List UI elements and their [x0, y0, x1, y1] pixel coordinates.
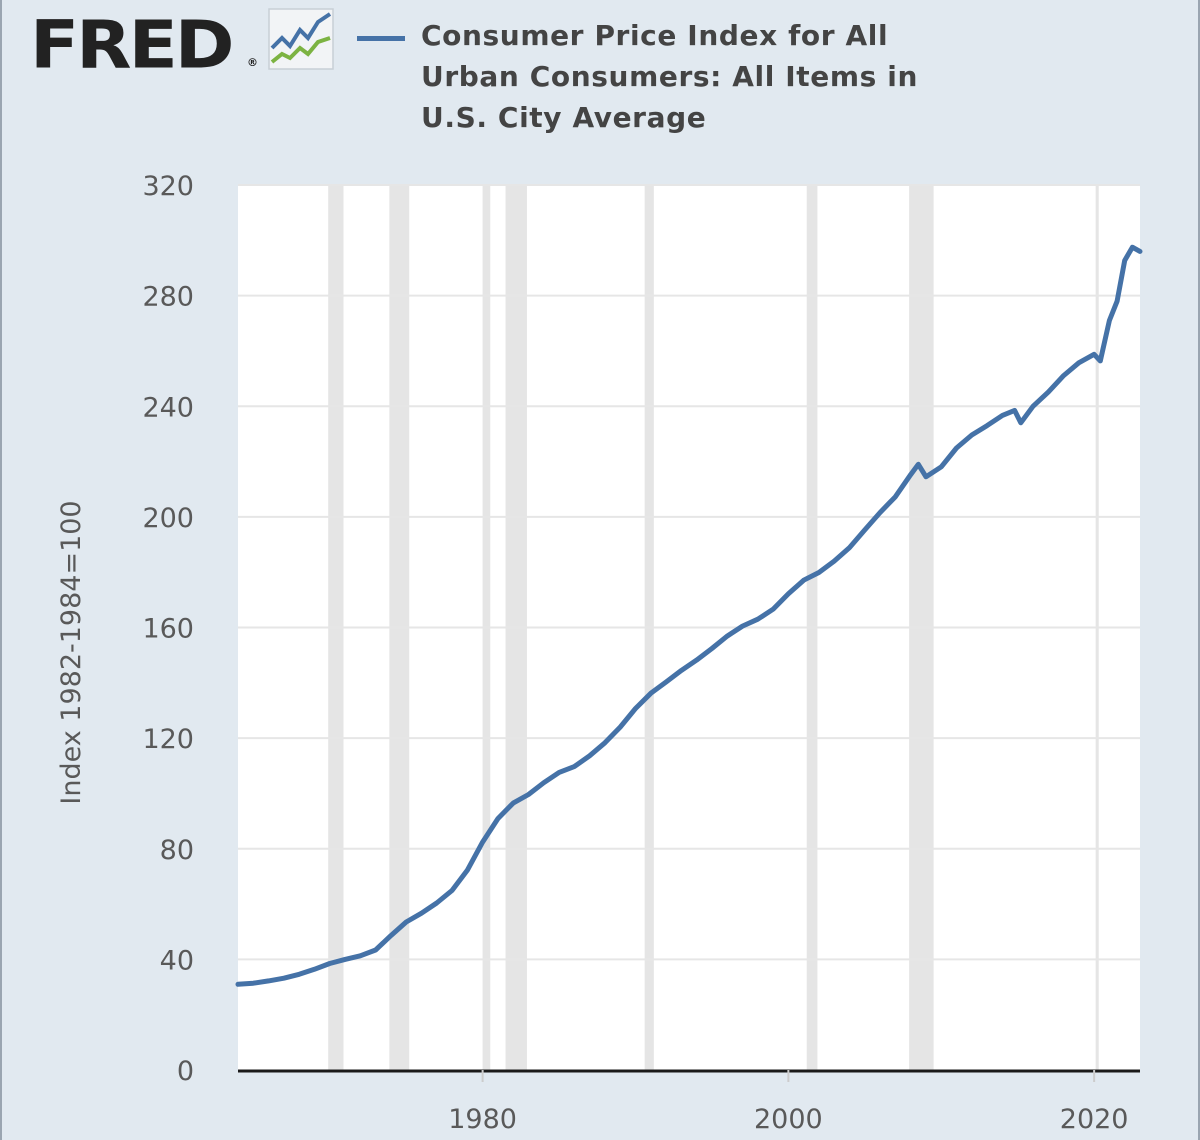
- x-tick-label-2020: 2020: [1060, 1104, 1129, 1135]
- x-tick-label-1980: 1980: [448, 1104, 517, 1135]
- axes: 0 40 80 120 160 200 240 280 320 1980 2000 2020 Index…: [56, 171, 1140, 1135]
- legend-label: Consumer Price Index for All Urban Consu…: [421, 19, 918, 134]
- registered-mark: ®: [247, 56, 258, 69]
- chart-header: FRED ® Consumer Price Index for All Urba…: [0, 0, 1200, 170]
- y-tick-label-160: 160: [142, 614, 194, 645]
- series-line-0: [235, 244, 1143, 987]
- y-tick-label-0: 0: [177, 1056, 194, 1087]
- y-tick-label-280: 280: [142, 282, 194, 313]
- y-tick-label-240: 240: [142, 392, 194, 423]
- gridlines: [238, 184, 1140, 961]
- legend-swatch: [357, 36, 405, 41]
- series-layer: [235, 244, 1143, 987]
- y-tick-label-40: 40: [160, 945, 194, 976]
- y-axis-title: Index 1982-1984=100: [56, 500, 87, 804]
- fred-logo[interactable]: FRED: [30, 6, 235, 84]
- x-tick-label-2000: 2000: [754, 1104, 823, 1135]
- y-tick-label-320: 320: [142, 171, 194, 202]
- fred-chart-logo-icon: [268, 8, 334, 70]
- y-tick-label-200: 200: [142, 503, 194, 534]
- y-tick-label-120: 120: [142, 724, 194, 755]
- y-tick-label-80: 80: [160, 835, 194, 866]
